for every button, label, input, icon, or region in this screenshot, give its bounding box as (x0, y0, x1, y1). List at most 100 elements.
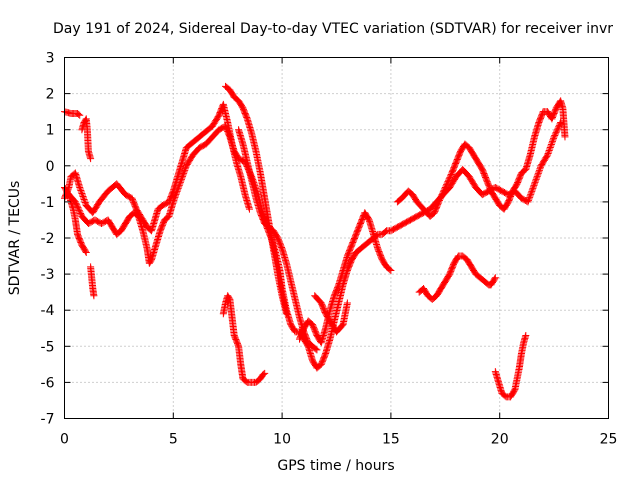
data-point (77, 209, 85, 217)
data-point (234, 341, 242, 349)
chart-title: Day 191 of 2024, Sidereal Day-to-day VTE… (53, 21, 613, 37)
data-point (442, 182, 450, 190)
x-tick-label: 10 (273, 432, 291, 448)
data-point (526, 193, 534, 201)
data-point (491, 275, 499, 283)
series-s7 (222, 82, 290, 318)
data-point (528, 186, 536, 194)
data-point (550, 134, 558, 142)
data-point (82, 247, 90, 255)
data-point (554, 124, 562, 132)
data-point (441, 183, 449, 191)
data-point (170, 195, 178, 203)
series-s13 (415, 252, 499, 303)
y-tick-label: -7 (41, 412, 55, 428)
data-point (537, 163, 544, 171)
data-point (173, 189, 181, 197)
data-point (438, 191, 446, 199)
data-point (170, 196, 178, 204)
data-point (87, 155, 95, 163)
series-s3 (87, 263, 98, 300)
data-point (525, 196, 533, 204)
data-point (73, 202, 81, 210)
series-s9 (219, 292, 269, 386)
data-point (178, 174, 186, 182)
data-point (81, 197, 89, 205)
data-point (386, 266, 394, 274)
data-point (543, 152, 551, 160)
data-point (171, 192, 179, 200)
data-point (313, 346, 321, 354)
data-point (524, 198, 532, 206)
data-point (174, 184, 182, 192)
data-point (446, 173, 454, 181)
data-point (447, 172, 455, 180)
data-point (435, 198, 443, 206)
data-point (180, 169, 188, 177)
data-point (553, 127, 561, 135)
data-point (536, 165, 544, 173)
data-point (547, 140, 555, 148)
data-point (545, 148, 553, 156)
data-point (527, 190, 535, 198)
data-point (77, 188, 85, 196)
data-point (80, 195, 88, 203)
data-point (75, 205, 83, 213)
data-point (529, 184, 537, 192)
data-point (176, 180, 184, 188)
y-tick-label: -1 (41, 195, 55, 211)
data-point (530, 181, 538, 189)
y-tick-label: 1 (46, 123, 55, 139)
data-point (551, 130, 559, 138)
data-point (74, 204, 82, 212)
series-s2 (78, 115, 95, 163)
data-point (176, 178, 184, 186)
data-point (437, 192, 445, 200)
data-point (79, 192, 87, 200)
data-point (77, 186, 85, 194)
data-point (245, 205, 253, 213)
data-point (179, 172, 187, 180)
series-s14 (491, 331, 530, 401)
series-s11 (311, 292, 351, 336)
x-axis-label: GPS time / hours (277, 458, 394, 474)
data-point (312, 345, 320, 353)
data-point (532, 177, 540, 185)
data-point (75, 207, 83, 215)
data-point (556, 120, 564, 128)
x-tick-label: 20 (491, 432, 509, 448)
data-point (544, 151, 552, 159)
data-point (444, 178, 452, 186)
series-s10 (296, 209, 395, 347)
x-tick-label: 25 (600, 432, 618, 448)
data-point (553, 126, 561, 134)
data-point (71, 198, 79, 206)
data-point (441, 185, 449, 193)
data-point (261, 369, 269, 377)
y-tick-label: 3 (46, 51, 55, 67)
data-point (80, 194, 88, 202)
data-point (173, 187, 181, 195)
data-point (443, 181, 451, 189)
y-axis-tick-labels: -7 -6 -5 -4 -3 -2 -1 0 1 2 3 (41, 51, 55, 428)
data-point (535, 168, 543, 176)
data-point (445, 175, 453, 183)
data-point (555, 123, 563, 131)
data-point (529, 183, 537, 191)
data-point (76, 183, 84, 191)
y-tick-label: -2 (41, 231, 55, 247)
x-tick-label: 15 (382, 432, 400, 448)
data-point (546, 143, 554, 151)
y-tick-label: -6 (41, 375, 55, 391)
series-s8 (235, 126, 321, 354)
data-point (78, 191, 86, 199)
data-point (533, 172, 541, 180)
data-point (548, 137, 556, 145)
data-point (445, 176, 453, 184)
data-point (172, 190, 180, 198)
data-point (535, 166, 543, 174)
data-point (547, 142, 555, 150)
data-point (533, 174, 541, 182)
data-point (561, 133, 569, 141)
